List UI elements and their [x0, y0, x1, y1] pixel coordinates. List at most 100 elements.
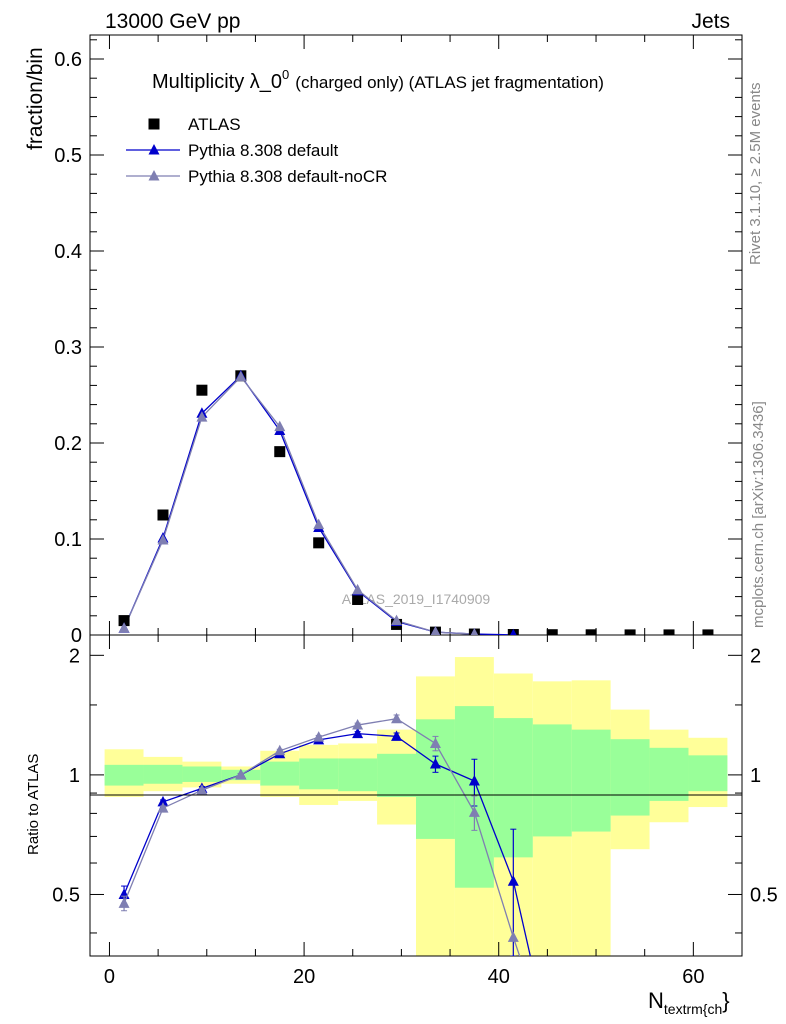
main-point-0-14 — [663, 629, 675, 635]
ratio-clip-group — [118, 712, 531, 956]
chart-title: Multiplicity λ_00 (charged only) (ATLAS j… — [152, 67, 604, 93]
main-point-1-10 — [510, 628, 517, 635]
legend-marker-0 — [148, 118, 160, 130]
main-point-0-2 — [196, 384, 208, 396]
band-inner-6 — [338, 758, 378, 792]
main-point-0-11 — [546, 629, 558, 635]
band-inner-15 — [688, 755, 728, 792]
ratio-point-2-6 — [352, 719, 364, 730]
x-tick-label-2: 40 — [488, 966, 510, 988]
main-point-0-12 — [585, 629, 597, 635]
side-mcplots-info: mcplots.cern.ch [arXiv:1306.3436] — [750, 401, 767, 628]
y-tick-label-1: 0.1 — [54, 529, 82, 551]
header-process: Jets — [691, 10, 730, 33]
main-point-2-1 — [157, 533, 169, 545]
main-point-2-2 — [196, 411, 208, 422]
main-point-2-0 — [118, 622, 130, 633]
main-point-2-8 — [430, 626, 441, 635]
ratio-point-2-0 — [118, 897, 130, 908]
main-point-2-3 — [235, 370, 247, 382]
x-axis-label-sub: textrm{ch — [664, 1001, 722, 1017]
y-tick-label-2: 0.2 — [54, 433, 82, 455]
y-tick-label-6: 0.6 — [54, 49, 82, 71]
y-tick-label-5: 0.5 — [54, 145, 82, 167]
x-axis-label-tail: } — [722, 988, 729, 1013]
legend-marker-2 — [148, 170, 160, 181]
main-point-0-6 — [352, 593, 364, 605]
chart-title-suffix: (charged only) (ATLAS jet fragmentation) — [295, 73, 604, 92]
main-point-2-7 — [391, 614, 403, 626]
x-tick-label-0: 0 — [104, 966, 115, 988]
ratio-series — [118, 712, 531, 956]
y-tick-label-0: 0 — [71, 625, 82, 647]
ratio-point-2-8 — [429, 737, 441, 748]
band-inner-13 — [610, 739, 650, 816]
y-tick-label-4: 0.4 — [54, 241, 82, 263]
ratio-tick-label-l-2: 2 — [69, 645, 80, 667]
band-inner-0 — [104, 764, 144, 786]
ratio-uncertainty-bands — [104, 657, 728, 956]
legend-marker-1 — [148, 144, 160, 155]
y-axis-label: fraction/bin — [24, 47, 47, 150]
main-point-0-1 — [157, 509, 169, 521]
main-point-0-5 — [313, 537, 325, 549]
band-inner-1 — [143, 764, 183, 784]
main-point-0-13 — [624, 629, 636, 635]
x-axis-label: Ntextrm{ch} — [648, 988, 730, 1017]
main-point-2-5 — [313, 518, 325, 530]
chart-title-superscript: 0 — [282, 67, 289, 82]
ratio-tick-label-r-1: 1 — [750, 765, 761, 787]
ratio-y-axis-label: Ratio to ATLAS — [25, 754, 42, 855]
ratio-tick-label-l-0: 0.5 — [52, 884, 80, 906]
ratio-point-1-8 — [429, 758, 441, 769]
ratio-point-1-9 — [468, 775, 480, 786]
ratio-line-2 — [123, 718, 521, 956]
main-point-0-15 — [702, 629, 714, 635]
legend-label-1: Pythia 8.308 default — [188, 141, 339, 160]
ratio-point-2-2 — [196, 784, 208, 795]
main-point-2-9 — [470, 628, 479, 635]
legend: ATLAS Pythia 8.308 default Pythia 8.308 de… — [126, 115, 387, 186]
ratio-point-1-6 — [352, 727, 364, 739]
main-line-2 — [123, 375, 475, 635]
band-inner-12 — [571, 729, 611, 832]
ratio-point-1-10 — [507, 875, 519, 886]
band-inner-11 — [532, 724, 572, 837]
band-inner-14 — [649, 747, 689, 801]
main-point-2-4 — [274, 420, 286, 432]
ratio-point-2-10 — [507, 931, 519, 942]
ratio-point-1-1 — [157, 795, 169, 807]
analysis-watermark: ATLAS_2019_I1740909 — [342, 591, 491, 607]
ratio-tick-label-r-2: 2 — [750, 645, 761, 667]
legend-label-0: ATLAS — [188, 115, 241, 134]
ratio-point-2-3 — [235, 768, 247, 780]
legend-label-2: Pythia 8.308 default-noCR — [188, 167, 387, 186]
ratio-tick-label-l-1: 1 — [69, 765, 80, 787]
main-point-0-4 — [274, 446, 286, 458]
ratio-tick-label-r-0: 0.5 — [750, 884, 778, 906]
ratio-point-2-4 — [274, 744, 286, 756]
band-inner-7 — [377, 753, 416, 797]
header-collision: 13000 GeV pp — [105, 10, 240, 33]
main-series — [118, 369, 714, 635]
axis-ticks: 0 20 40 60 0 0.1 0.2 0.3 0.4 0.5 0.6 0.5 0.5 1 1 2 2 — [52, 35, 778, 988]
main-point-2-6 — [352, 583, 364, 595]
chart-title-main: Multiplicity λ_0 — [152, 71, 282, 93]
ratio-point-2-7 — [391, 712, 403, 724]
band-inner-4 — [260, 761, 300, 786]
ratio-line-1 — [123, 733, 531, 956]
x-tick-label-3: 60 — [682, 966, 704, 988]
main-point-0-0 — [118, 615, 130, 627]
ratio-point-1-7 — [391, 730, 403, 741]
ratio-point-2-5 — [313, 731, 325, 742]
x-tick-label-1: 20 — [293, 966, 315, 988]
band-inner-5 — [299, 758, 339, 790]
x-axis-label-main: N — [648, 988, 664, 1013]
ratio-point-2-1 — [157, 802, 169, 813]
main-clip-group — [118, 369, 714, 635]
ratio-point-2-9 — [468, 806, 480, 817]
side-rivet-info: Rivet 3.1.10, ≥ 2.5M events — [747, 83, 764, 266]
band-inner-2 — [182, 766, 222, 782]
